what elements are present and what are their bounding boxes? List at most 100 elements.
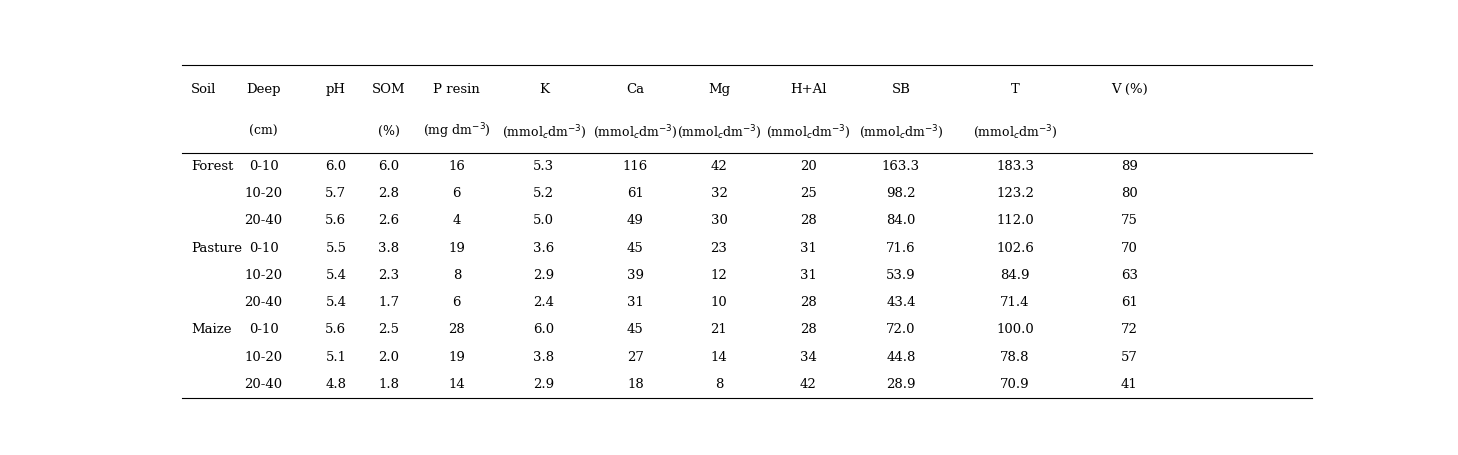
- Text: 27: 27: [627, 350, 644, 364]
- Text: 21: 21: [710, 324, 728, 336]
- Text: 53.9: 53.9: [886, 269, 916, 282]
- Text: 1.7: 1.7: [379, 296, 399, 309]
- Text: 20-40: 20-40: [245, 296, 283, 309]
- Text: 28: 28: [800, 214, 816, 228]
- Text: (cm): (cm): [249, 125, 278, 138]
- Text: H+Al: H+Al: [790, 83, 827, 96]
- Text: 72.0: 72.0: [886, 324, 916, 336]
- Text: 123.2: 123.2: [996, 187, 1034, 200]
- Text: 5.0: 5.0: [534, 214, 554, 228]
- Text: (mmol$_c$dm$^{-3}$): (mmol$_c$dm$^{-3}$): [765, 123, 850, 141]
- Text: 49: 49: [627, 214, 644, 228]
- Text: 28: 28: [449, 324, 465, 336]
- Text: 2.9: 2.9: [534, 378, 554, 391]
- Text: 19: 19: [449, 242, 465, 254]
- Text: 45: 45: [627, 242, 644, 254]
- Text: 102.6: 102.6: [996, 242, 1034, 254]
- Text: 98.2: 98.2: [886, 187, 916, 200]
- Text: 5.6: 5.6: [325, 214, 347, 228]
- Text: 5.6: 5.6: [325, 324, 347, 336]
- Text: Pasture: Pasture: [191, 242, 242, 254]
- Text: 3.6: 3.6: [534, 242, 554, 254]
- Text: 71.4: 71.4: [1000, 296, 1029, 309]
- Text: Forest: Forest: [191, 160, 233, 173]
- Text: (mmol$_c$dm$^{-3}$): (mmol$_c$dm$^{-3}$): [677, 123, 761, 141]
- Text: 2.6: 2.6: [379, 214, 399, 228]
- Text: 6.0: 6.0: [534, 324, 554, 336]
- Text: 2.8: 2.8: [379, 187, 399, 200]
- Text: Mg: Mg: [709, 83, 730, 96]
- Text: (mmol$_c$dm$^{-3}$): (mmol$_c$dm$^{-3}$): [859, 123, 943, 141]
- Text: (mmol$_c$dm$^{-3}$): (mmol$_c$dm$^{-3}$): [972, 123, 1057, 141]
- Text: 25: 25: [800, 187, 816, 200]
- Text: 39: 39: [627, 269, 644, 282]
- Text: 3.8: 3.8: [534, 350, 554, 364]
- Text: 75: 75: [1121, 214, 1137, 228]
- Text: 1.8: 1.8: [379, 378, 399, 391]
- Text: 5.4: 5.4: [325, 296, 347, 309]
- Text: 34: 34: [800, 350, 816, 364]
- Text: 6.0: 6.0: [325, 160, 347, 173]
- Text: 5.7: 5.7: [325, 187, 347, 200]
- Text: 70: 70: [1121, 242, 1137, 254]
- Text: 71.6: 71.6: [886, 242, 916, 254]
- Text: 80: 80: [1121, 187, 1137, 200]
- Text: 20: 20: [800, 160, 816, 173]
- Text: 70.9: 70.9: [1000, 378, 1029, 391]
- Text: 2.9: 2.9: [534, 269, 554, 282]
- Text: 84.0: 84.0: [886, 214, 916, 228]
- Text: 42: 42: [710, 160, 728, 173]
- Text: 28: 28: [800, 324, 816, 336]
- Text: 23: 23: [710, 242, 728, 254]
- Text: 4.8: 4.8: [325, 378, 347, 391]
- Text: 5.2: 5.2: [534, 187, 554, 200]
- Text: 14: 14: [449, 378, 465, 391]
- Text: Deep: Deep: [246, 83, 281, 96]
- Text: 31: 31: [627, 296, 644, 309]
- Text: 10-20: 10-20: [245, 350, 283, 364]
- Text: 6: 6: [452, 187, 461, 200]
- Text: (mg dm$^{-3}$): (mg dm$^{-3}$): [423, 122, 491, 142]
- Text: pH: pH: [327, 83, 346, 96]
- Text: 163.3: 163.3: [882, 160, 920, 173]
- Text: 61: 61: [627, 187, 644, 200]
- Text: 63: 63: [1121, 269, 1137, 282]
- Text: 100.0: 100.0: [996, 324, 1034, 336]
- Text: 112.0: 112.0: [996, 214, 1034, 228]
- Text: 2.5: 2.5: [379, 324, 399, 336]
- Text: 18: 18: [627, 378, 644, 391]
- Text: 28.9: 28.9: [886, 378, 916, 391]
- Text: 43.4: 43.4: [886, 296, 916, 309]
- Text: 10: 10: [710, 296, 728, 309]
- Text: 20-40: 20-40: [245, 378, 283, 391]
- Text: 32: 32: [710, 187, 728, 200]
- Text: 31: 31: [800, 269, 816, 282]
- Text: 5.5: 5.5: [325, 242, 347, 254]
- Text: 45: 45: [627, 324, 644, 336]
- Text: Ca: Ca: [627, 83, 644, 96]
- Text: 16: 16: [449, 160, 465, 173]
- Text: 72: 72: [1121, 324, 1137, 336]
- Text: Maize: Maize: [191, 324, 232, 336]
- Text: 8: 8: [714, 378, 723, 391]
- Text: 28: 28: [800, 296, 816, 309]
- Text: 2.4: 2.4: [534, 296, 554, 309]
- Text: K: K: [539, 83, 548, 96]
- Text: 42: 42: [800, 378, 816, 391]
- Text: 2.3: 2.3: [379, 269, 399, 282]
- Text: 89: 89: [1121, 160, 1137, 173]
- Text: 2.0: 2.0: [379, 350, 399, 364]
- Text: 8: 8: [452, 269, 461, 282]
- Text: Soil: Soil: [191, 83, 217, 96]
- Text: 30: 30: [710, 214, 728, 228]
- Text: 44.8: 44.8: [886, 350, 916, 364]
- Text: 6.0: 6.0: [379, 160, 399, 173]
- Text: 0-10: 0-10: [249, 160, 278, 173]
- Text: 5.4: 5.4: [325, 269, 347, 282]
- Text: SB: SB: [891, 83, 910, 96]
- Text: (mmol$_c$dm$^{-3}$): (mmol$_c$dm$^{-3}$): [593, 123, 678, 141]
- Text: 20-40: 20-40: [245, 214, 283, 228]
- Text: 6: 6: [452, 296, 461, 309]
- Text: (mmol$_c$dm$^{-3}$): (mmol$_c$dm$^{-3}$): [502, 123, 586, 141]
- Text: 19: 19: [449, 350, 465, 364]
